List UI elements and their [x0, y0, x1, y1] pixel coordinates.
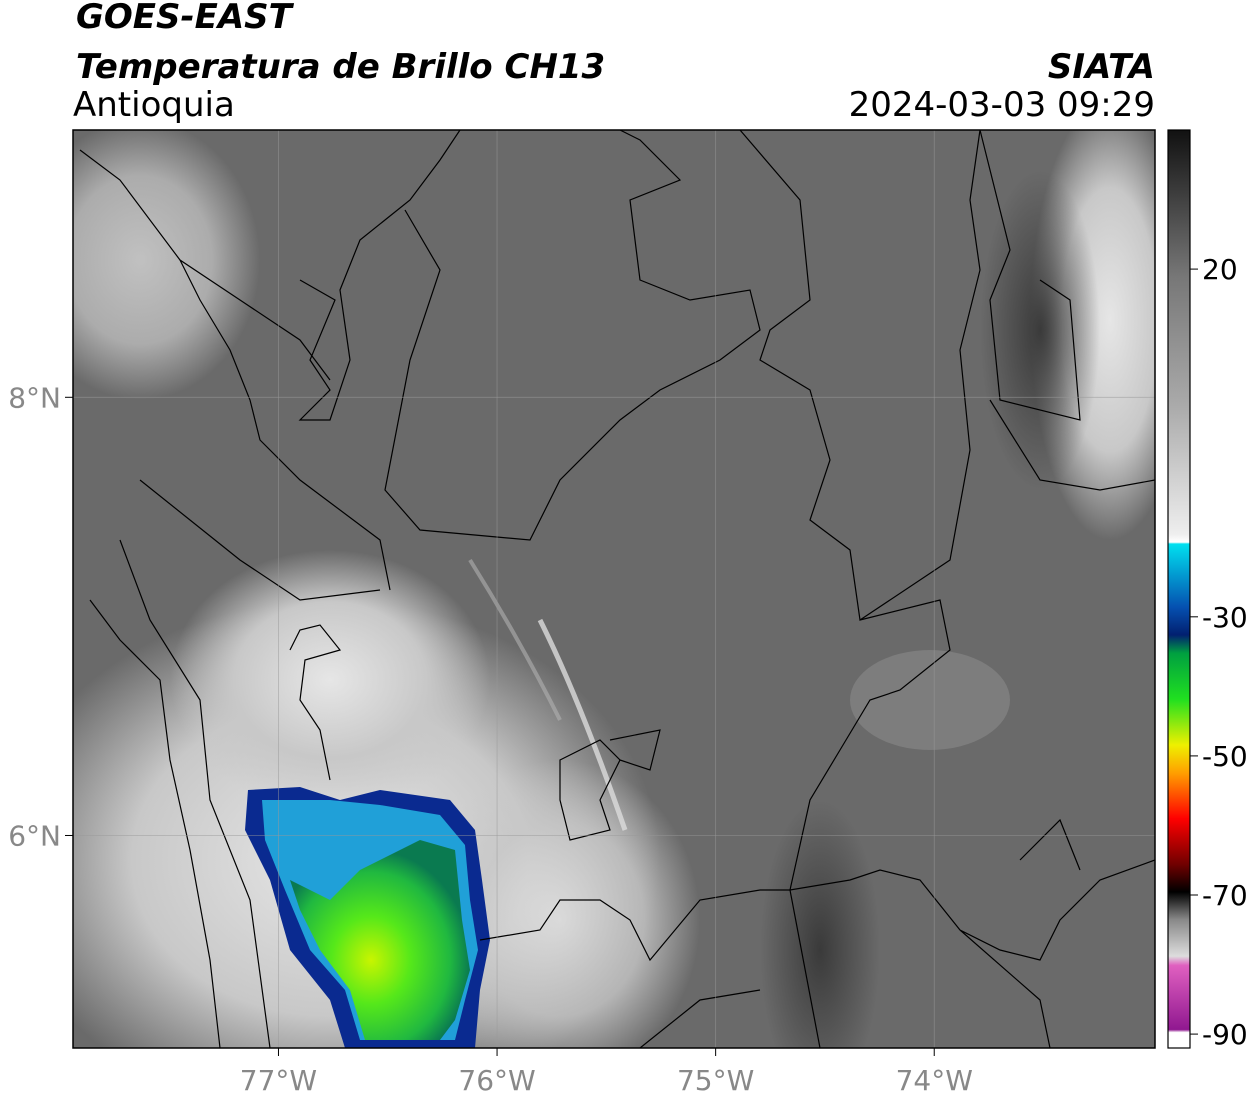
- colorbar-tick-label: 20: [1202, 253, 1238, 286]
- map-frame: [72, 129, 1156, 1049]
- graticule: [73, 130, 1155, 1048]
- colorbar-tick-label: -30: [1202, 601, 1248, 634]
- title: GOES-EAST: [76, 0, 295, 37]
- colorbar-tick-label: -70: [1202, 879, 1248, 912]
- colorbar-tick-label: -90: [1202, 1018, 1248, 1051]
- y-tick-label: 8°N: [8, 381, 61, 414]
- x-tick-label: 74°W: [896, 1064, 973, 1097]
- colorbar: [1167, 129, 1191, 1049]
- subtitle: Temperatura de Brillo CH13: [76, 47, 605, 87]
- datetime: 2024-03-03 09:29: [849, 85, 1155, 125]
- colorbar-tick-label: -50: [1202, 740, 1248, 773]
- x-tick-label: 77°W: [240, 1064, 317, 1097]
- y-tick-label: 6°N: [8, 819, 61, 852]
- agency: SIATA: [1048, 47, 1155, 87]
- x-tick-label: 76°W: [458, 1064, 535, 1097]
- map-image: [73, 130, 1155, 1048]
- x-tick-label: 75°W: [677, 1064, 754, 1097]
- region: Antioquia: [73, 85, 235, 125]
